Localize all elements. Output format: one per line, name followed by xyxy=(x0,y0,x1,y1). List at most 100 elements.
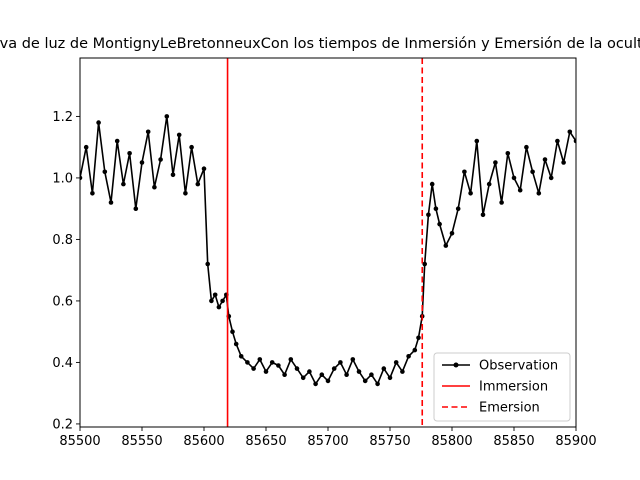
observation-point xyxy=(561,160,566,165)
observation-point xyxy=(96,120,101,125)
y-tick-label: 0.6 xyxy=(52,294,73,309)
plot-area xyxy=(80,58,576,427)
observation-point xyxy=(474,138,480,144)
legend-immersion-label: Immersion xyxy=(479,380,548,395)
observation-point xyxy=(195,181,201,187)
observation-point xyxy=(393,360,399,365)
observation-point xyxy=(209,298,214,304)
x-tick-label: 85700 xyxy=(307,434,348,449)
y-tick-label: 0.2 xyxy=(52,417,73,432)
observation-point xyxy=(499,200,504,205)
observation-point xyxy=(406,354,411,359)
observation-point xyxy=(201,166,207,171)
observation-point xyxy=(555,138,560,144)
observation-point xyxy=(216,304,222,310)
observation-point xyxy=(362,378,368,384)
observation-point xyxy=(493,160,498,165)
observation-point xyxy=(511,175,517,181)
observation-point xyxy=(263,369,269,374)
y-axis: 0.2 0.4 0.6 0.8 1.0 1.2 xyxy=(52,110,80,432)
observation-point xyxy=(505,151,511,156)
observation-point xyxy=(251,366,256,371)
observation-point xyxy=(158,157,163,162)
chart-title: Curva de luz de MontignyLeBretonneuxCon … xyxy=(0,36,640,52)
observation-point xyxy=(517,187,523,193)
x-tick-label: 85600 xyxy=(183,434,224,449)
observation-series-points xyxy=(80,114,576,387)
observation-point xyxy=(282,372,287,378)
observation-point xyxy=(230,329,235,335)
legend-box xyxy=(433,352,571,422)
y-tick-label: 0.4 xyxy=(52,356,73,371)
y-tick-label: 1.0 xyxy=(52,171,73,186)
observation-point xyxy=(548,175,554,181)
observation-point xyxy=(238,354,244,359)
observation-point xyxy=(164,114,170,119)
observation-point xyxy=(145,129,151,135)
y-tick-label: 1.2 xyxy=(52,110,73,125)
observation-point xyxy=(288,357,294,362)
observation-point xyxy=(108,200,114,205)
observation-point xyxy=(212,292,218,298)
observation-point xyxy=(449,231,455,236)
observation-point xyxy=(294,366,300,371)
observation-point xyxy=(319,372,325,378)
x-tick-label: 85850 xyxy=(493,434,534,449)
observation-point xyxy=(325,378,331,384)
observation-point xyxy=(486,181,492,187)
observation-series-line xyxy=(80,115,576,385)
observation-point xyxy=(257,357,263,362)
observation-point xyxy=(422,261,428,267)
observation-point xyxy=(233,341,239,347)
observation-point xyxy=(269,360,275,365)
observation-point xyxy=(331,366,337,371)
legend-emersion-label: Emersion xyxy=(479,401,540,416)
observation-point xyxy=(176,132,182,138)
observation-point xyxy=(338,360,343,365)
observation-point xyxy=(183,191,188,196)
observation-point xyxy=(536,191,542,196)
observation-point xyxy=(245,360,250,365)
observation-point xyxy=(369,372,374,378)
observation-point xyxy=(400,369,405,374)
observation-point xyxy=(344,372,349,378)
legend: Observation Immersion Emersion xyxy=(433,352,571,422)
observation-point xyxy=(313,381,318,387)
legend-observation-label: Observation xyxy=(479,359,558,374)
observation-point xyxy=(530,169,535,175)
observation-point xyxy=(567,129,573,135)
x-axis: 85500 85550 85600 85650 85700 85750 85800 85850… xyxy=(59,427,597,449)
observation-point xyxy=(350,357,356,362)
observation-point xyxy=(573,138,576,144)
observation-point xyxy=(307,369,312,374)
observation-point xyxy=(443,243,449,248)
observation-point xyxy=(121,181,126,187)
observation-point xyxy=(429,181,435,187)
observation-point xyxy=(416,335,421,341)
observation-point xyxy=(170,172,176,178)
observation-point xyxy=(375,381,380,387)
observation-point xyxy=(114,138,120,144)
observation-point xyxy=(152,184,157,190)
observation-point xyxy=(220,298,225,304)
observation-point xyxy=(480,212,486,218)
x-tick-label: 85800 xyxy=(431,434,472,449)
x-tick-label: 85750 xyxy=(369,434,410,449)
observation-point xyxy=(433,206,439,211)
observation-point xyxy=(468,191,473,196)
observation-point xyxy=(276,363,281,368)
x-tick-label: 85550 xyxy=(121,434,162,449)
observation-point xyxy=(542,157,548,162)
observation-point xyxy=(387,375,393,381)
observation-point xyxy=(139,160,145,165)
observation-point xyxy=(462,169,467,175)
legend-observation-marker xyxy=(453,362,459,368)
x-tick-label: 85500 xyxy=(59,434,100,449)
observation-point xyxy=(83,144,89,150)
x-tick-label: 85900 xyxy=(555,434,596,449)
observation-point xyxy=(455,206,461,211)
observation-point xyxy=(90,191,95,196)
observation-point xyxy=(356,369,362,374)
observation-point xyxy=(133,206,139,211)
